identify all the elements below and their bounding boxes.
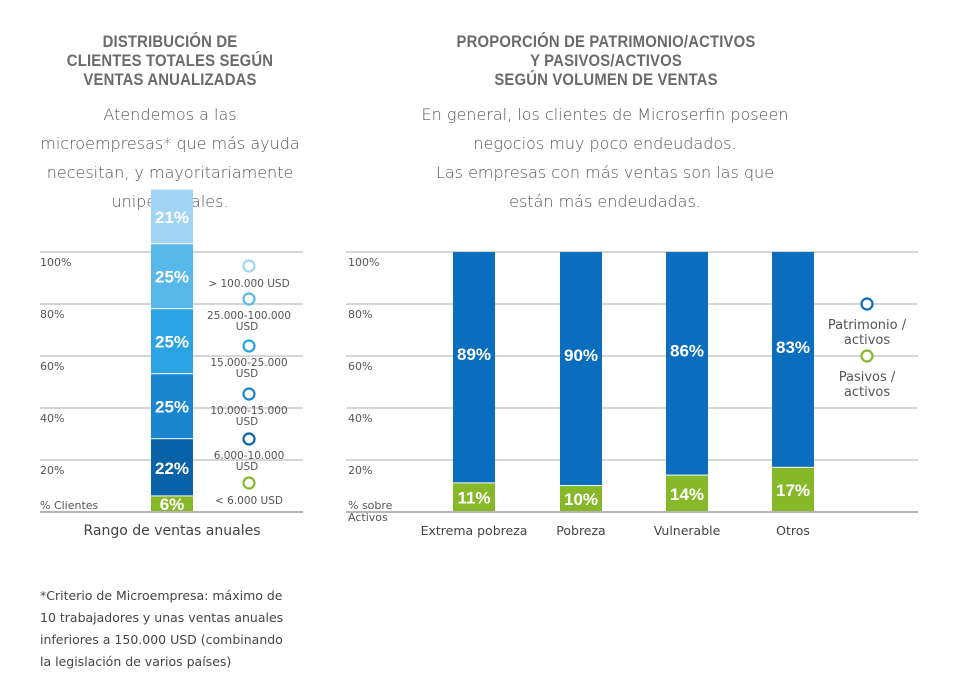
bar-segment xyxy=(151,244,193,309)
y-tick-label: 100% xyxy=(40,256,71,269)
bar-segment xyxy=(151,374,193,439)
bar-data-label: 11% xyxy=(457,489,490,508)
bar-segment xyxy=(772,252,814,467)
bar-data-label: 86% xyxy=(670,341,704,360)
bar-segment xyxy=(666,252,708,475)
y-tick-label: 100% xyxy=(348,256,379,269)
bar-segment xyxy=(151,309,193,374)
bar-segment xyxy=(666,475,708,511)
legend-label: 25.000-100.000 USD xyxy=(207,310,291,333)
y-tick-label: 60% xyxy=(40,360,64,373)
left-title-line: DISTRIBUCIÓN DE xyxy=(102,33,238,51)
bar-data-label: 25% xyxy=(155,333,189,352)
bar-segment xyxy=(453,252,495,483)
bar-segment xyxy=(560,486,602,511)
right-chart-title: PROPORCIÓN DE PATRIMONIO/ACTIVOS Y PASIV… xyxy=(399,33,813,90)
bar-data-label: 14% xyxy=(670,485,704,504)
y-tick-label: 20% xyxy=(40,464,64,477)
right-title-line: Y PASIVOS/ACTIVOS xyxy=(530,52,682,70)
bar-data-label: 6% xyxy=(160,495,185,514)
y-axis-label: % Clientes xyxy=(40,499,99,512)
bar-data-label: 21% xyxy=(155,208,189,227)
legend-marker-icon xyxy=(242,339,256,353)
x-tick-label: Vulnerable xyxy=(654,523,721,538)
footnote-line: *Criterio de Microempresa: máximo de xyxy=(40,588,283,603)
footnote-line: 10 trabajadores y unas ventas anuales xyxy=(40,610,284,625)
x-tick-label: Otros xyxy=(776,523,810,538)
y-tick-label: 80% xyxy=(40,308,64,321)
bar-data-label: 90% xyxy=(564,346,598,365)
bar-segment xyxy=(560,252,602,485)
bar-segment xyxy=(151,189,193,244)
y-tick-label: 80% xyxy=(348,308,372,321)
left-title-line: CLIENTES TOTALES SEGÚN xyxy=(66,52,274,70)
bar-data-label: 17% xyxy=(776,481,810,500)
left-chart-title: DISTRIBUCIÓN DE CLIENTES TOTALES SEGÚN V… xyxy=(35,33,305,90)
bar-segment xyxy=(772,467,814,511)
bar-data-label: 22% xyxy=(155,459,189,478)
legend-label: Pasivos / activos xyxy=(839,370,896,400)
bar-segment xyxy=(151,496,193,511)
bar-data-label: 10% xyxy=(564,490,598,509)
legend-label: < 6.000 USD xyxy=(215,495,283,507)
footnote-line: la legislación de varios países) xyxy=(40,654,232,669)
right-title-line: SEGÚN VOLUMEN DE VENTAS xyxy=(494,71,718,89)
right-chart-subtitle: En general, los clientes de Microserfin … xyxy=(400,100,810,216)
legend-label: > 100.000 USD xyxy=(208,278,289,290)
y-tick-label: 40% xyxy=(40,412,64,425)
right-title-line: PROPORCIÓN DE PATRIMONIO/ACTIVOS xyxy=(456,33,756,51)
legend-label: 15.000-25.000 USD xyxy=(210,357,287,380)
bar-data-label: 25% xyxy=(155,398,189,417)
right-subtitle-line: están más endeudadas. xyxy=(509,192,701,211)
y-axis-label: % sobre Activos xyxy=(348,499,393,524)
legend-label: 10.000-15.000 USD xyxy=(210,405,287,428)
bar-segment xyxy=(453,483,495,511)
legend-marker-icon xyxy=(242,432,256,446)
x-tick-label: Extrema pobreza xyxy=(421,523,528,538)
y-tick-label: 60% xyxy=(348,360,372,373)
right-subtitle-line: Las empresas con más ventas son las que xyxy=(435,163,775,182)
legend-marker-icon xyxy=(242,387,256,401)
legend-marker-icon xyxy=(242,476,256,490)
footnote-line: inferiores a 150.000 USD (combinando xyxy=(40,632,283,647)
x-tick-label: Pobreza xyxy=(556,523,605,538)
bar-data-label: 89% xyxy=(457,345,491,364)
legend-marker-icon xyxy=(242,292,256,306)
legend-marker-icon xyxy=(860,297,874,311)
footnote: *Criterio de Microempresa: máximo de 10 … xyxy=(40,585,310,673)
right-subtitle-line: En general, los clientes de Microserfin … xyxy=(421,105,789,124)
y-tick-label: 20% xyxy=(348,464,372,477)
left-subtitle-line: Atendemos a las xyxy=(103,105,237,124)
right-subtitle-line: negocios muy poco endeudados. xyxy=(473,134,737,153)
left-title-line: VENTAS ANUALIZADAS xyxy=(83,71,257,89)
y-tick-label: 40% xyxy=(348,412,372,425)
bar-data-label: 25% xyxy=(155,268,189,287)
legend-marker-icon xyxy=(242,259,256,273)
left-subtitle-line: necesitan, y mayoritariamente xyxy=(46,163,294,182)
bar-data-label: 83% xyxy=(776,338,810,357)
legend-label: 6.000-10.000 USD xyxy=(214,450,285,473)
legend-marker-icon xyxy=(860,349,874,363)
x-axis-label: Rango de ventas anuales xyxy=(83,523,260,539)
left-subtitle-line: microempresas* que más ayuda xyxy=(40,134,300,153)
bar-segment xyxy=(151,439,193,496)
legend-label: Patrimonio / activos xyxy=(828,318,907,348)
